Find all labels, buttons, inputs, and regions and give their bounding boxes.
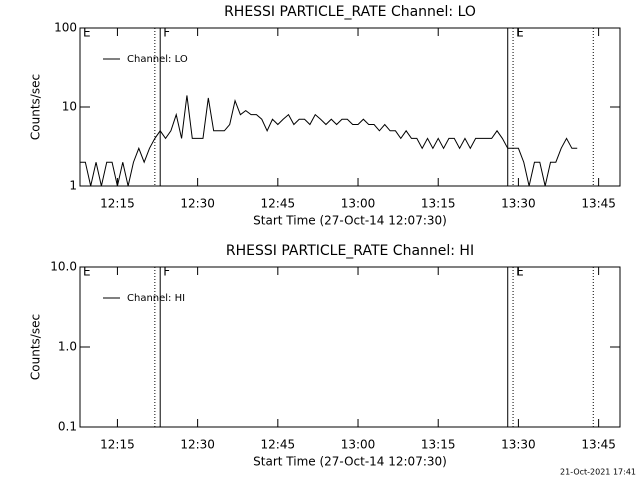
x-tick-label: 12:30	[180, 438, 215, 452]
x-axis-label: Start Time (27-Oct-14 12:07:30)	[253, 214, 447, 228]
event-label: F	[163, 26, 170, 40]
x-tick-label: 12:45	[261, 438, 296, 452]
x-tick-label: 13:00	[341, 438, 376, 452]
chart-title: RHESSI PARTICLE_RATE Channel: LO	[224, 4, 476, 20]
legend-label: Channel: LO	[127, 54, 188, 65]
x-axis-label: Start Time (27-Oct-14 12:07:30)	[253, 455, 447, 469]
x-tick-label: 13:15	[421, 438, 456, 452]
x-tick-label: 12:30	[180, 197, 215, 211]
x-tick-label: 12:15	[100, 197, 135, 211]
y-tick-label: 0.1	[58, 420, 77, 434]
event-label: E	[516, 26, 524, 40]
x-tick-label: 13:45	[581, 438, 616, 452]
x-tick-label: 13:30	[501, 197, 536, 211]
event-label: E	[83, 26, 91, 40]
x-tick-label: 13:00	[341, 197, 376, 211]
x-tick-label: 12:15	[100, 438, 135, 452]
chart-title: RHESSI PARTICLE_RATE Channel: HI	[226, 243, 474, 259]
x-tick-label: 13:45	[581, 197, 616, 211]
y-axis-label: Counts/sec	[29, 74, 43, 140]
y-tick-label: 10	[62, 100, 77, 114]
y-tick-label: 1.0	[58, 340, 77, 354]
footer: 21-Oct-2021 17:41	[560, 468, 636, 477]
y-tick-label: 1	[69, 179, 77, 193]
legend-label: Channel: HI	[127, 293, 185, 304]
event-label: E	[516, 265, 524, 279]
event-label: E	[83, 265, 91, 279]
y-tick-label: 10.0	[50, 260, 77, 274]
x-tick-label: 13:15	[421, 197, 456, 211]
x-tick-label: 13:30	[501, 438, 536, 452]
event-label: F	[163, 265, 170, 279]
x-tick-label: 12:45	[261, 197, 296, 211]
y-tick-label: 100	[54, 21, 77, 35]
y-axis-label: Counts/sec	[29, 314, 43, 380]
data-line	[80, 95, 578, 187]
